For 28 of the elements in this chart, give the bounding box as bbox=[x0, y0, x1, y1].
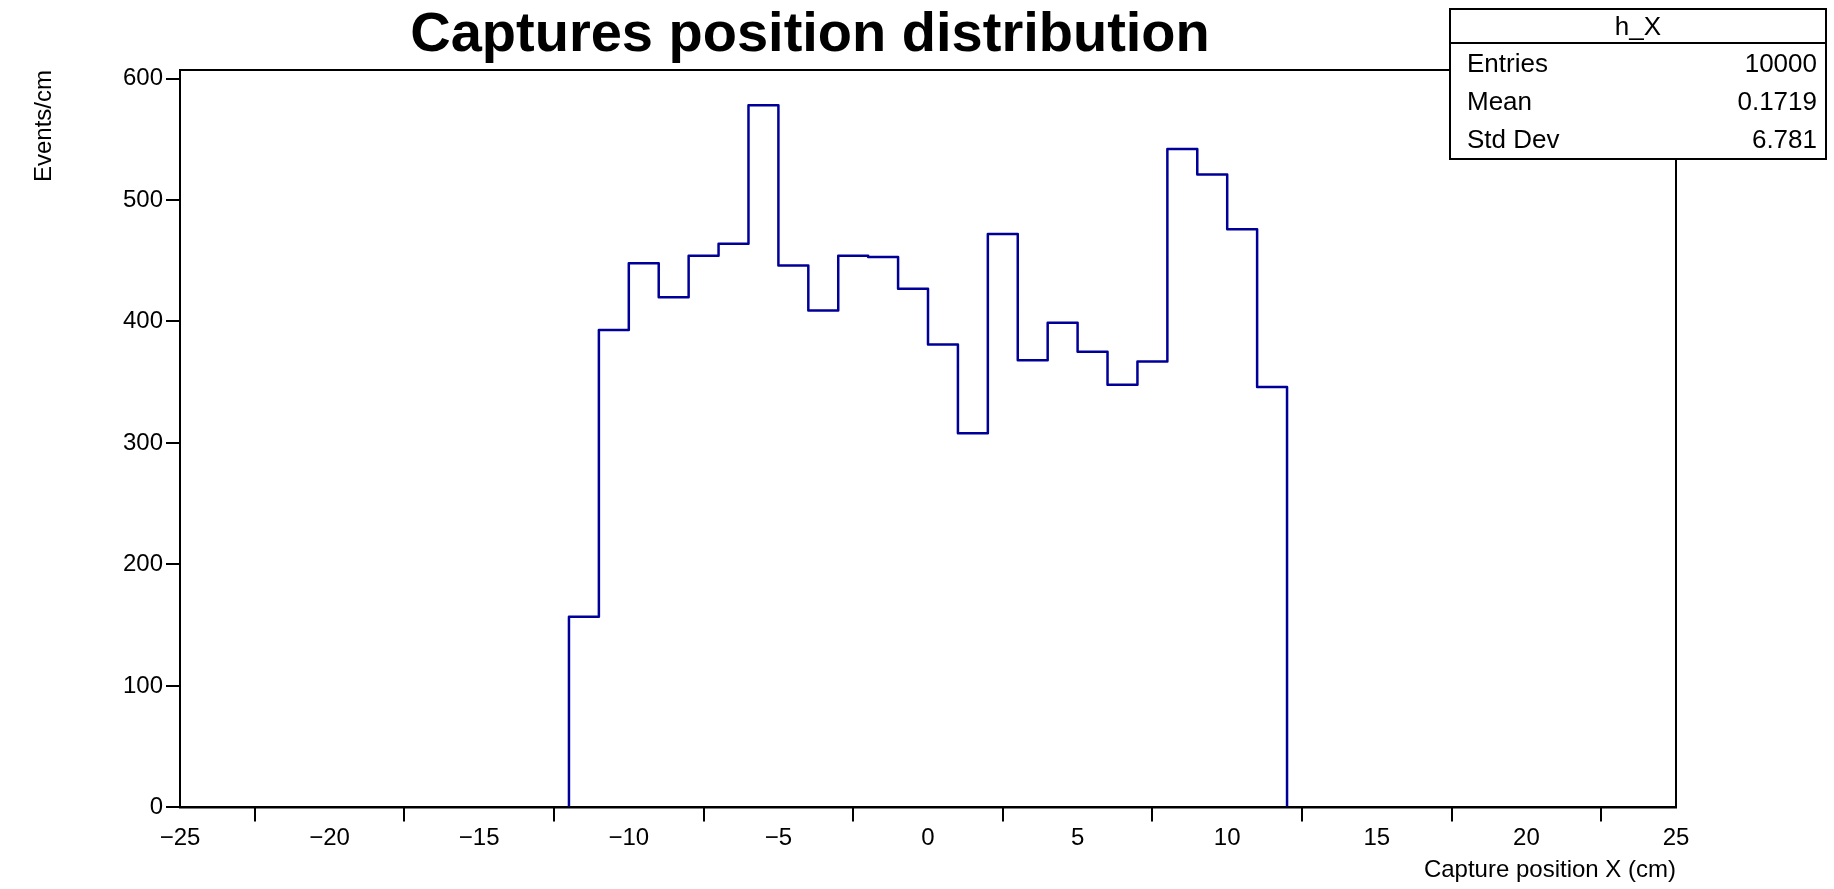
y-tick-label: 100 bbox=[122, 670, 163, 698]
x-tick-label: 0 bbox=[921, 823, 935, 851]
annotation: Mean bbox=[1467, 85, 1533, 118]
y-axis-title: Events/cm bbox=[29, 70, 57, 183]
text: 10000 bbox=[1744, 47, 1817, 80]
y-tick-label: 600 bbox=[122, 63, 163, 91]
annotation: Std Dev bbox=[1467, 123, 1560, 156]
x-tick-label: −10 bbox=[608, 823, 650, 851]
x-tick-label: −25 bbox=[159, 823, 201, 851]
text: 0.1719 bbox=[1737, 85, 1817, 118]
chart-title: Captures position distribution bbox=[409, 0, 1211, 63]
text: 6.781 bbox=[1751, 123, 1817, 156]
x-tick-label: 10 bbox=[1213, 823, 1241, 851]
x-tick-label: 20 bbox=[1513, 823, 1540, 851]
y-tick-label: 0 bbox=[149, 792, 163, 820]
x-tick-label: 25 bbox=[1662, 823, 1690, 851]
y-tick-label: 400 bbox=[122, 306, 163, 334]
x-tick-label: 5 bbox=[1070, 823, 1085, 851]
annotation: Entries bbox=[1467, 47, 1548, 80]
x-tick-label: 15 bbox=[1363, 823, 1391, 851]
text: h_X bbox=[1451, 10, 1825, 44]
x-tick-label: −15 bbox=[458, 823, 500, 851]
x-tick-label: −5 bbox=[764, 823, 793, 851]
y-tick-label: 200 bbox=[122, 549, 163, 577]
y-tick-label: 300 bbox=[122, 427, 163, 455]
x-tick-label: −20 bbox=[309, 823, 350, 851]
x-axis-title: Capture position X (cm) bbox=[1423, 855, 1676, 883]
y-tick-label: 500 bbox=[122, 184, 163, 212]
